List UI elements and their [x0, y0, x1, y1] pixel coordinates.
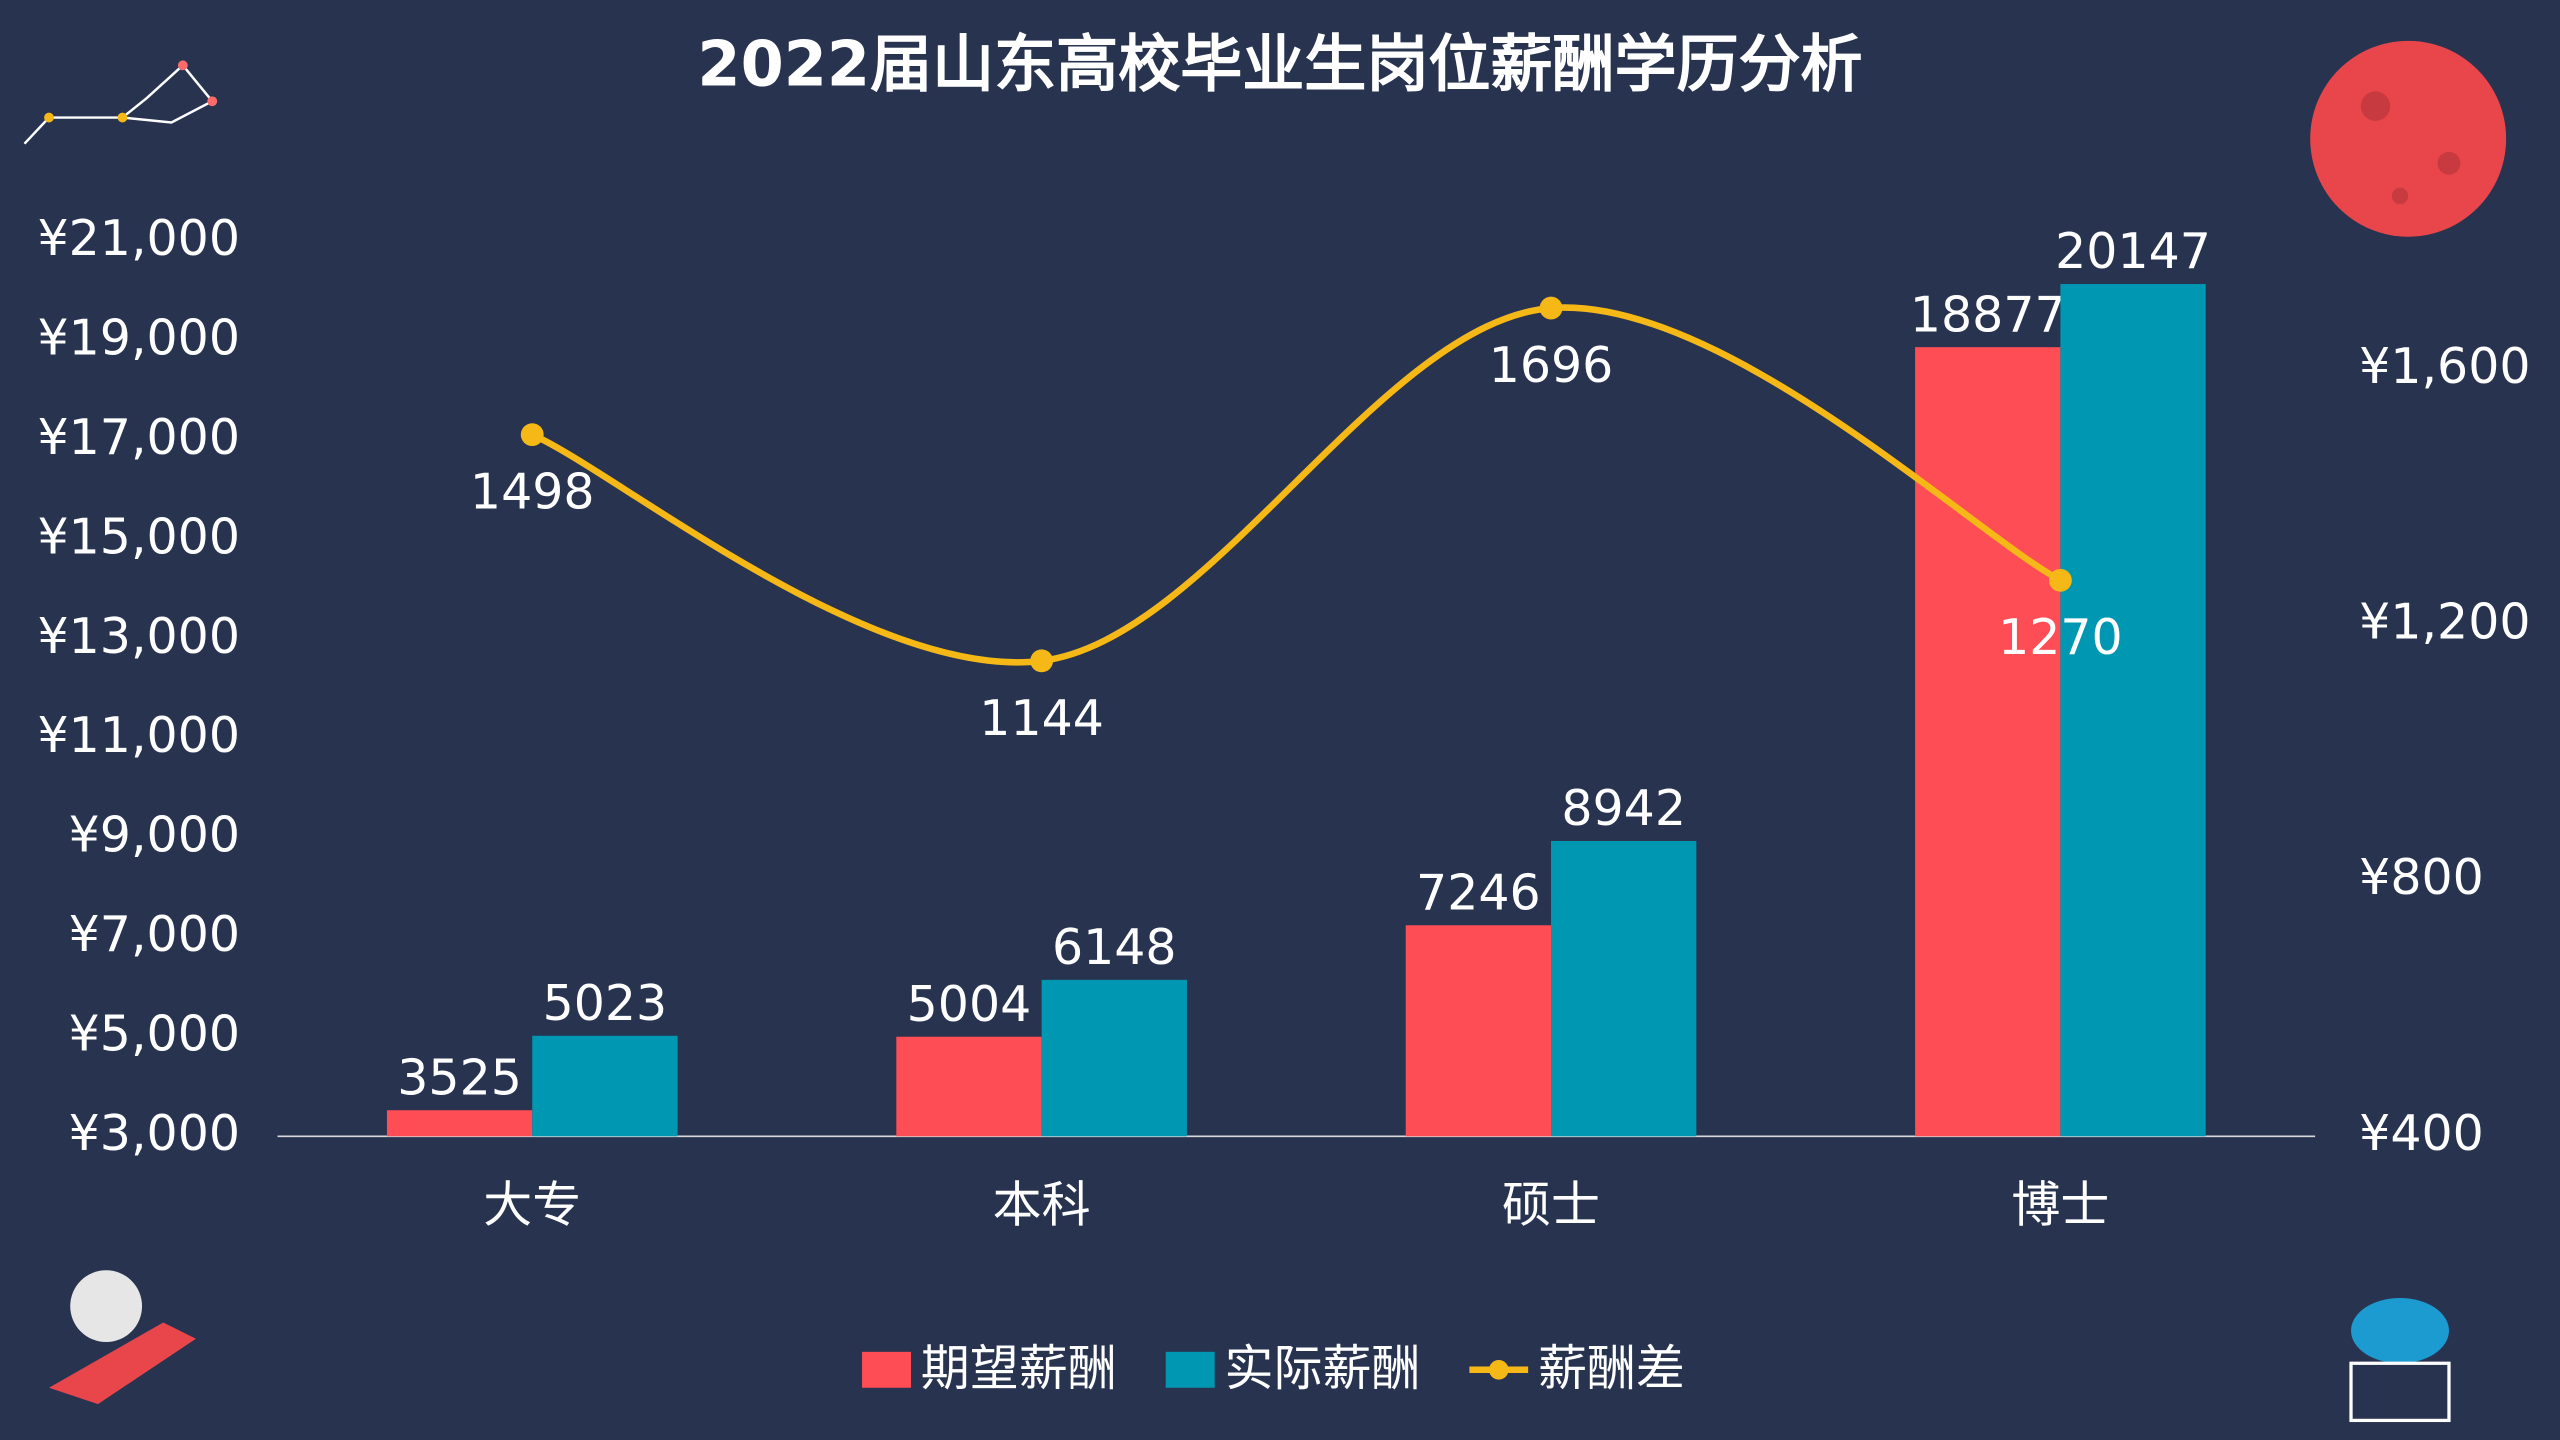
line-point [2048, 568, 2072, 592]
bar [1915, 347, 2061, 1137]
bar [532, 1035, 678, 1137]
y-tick-label: ¥13,000 [38, 608, 241, 665]
data-label: 3525 [397, 1049, 522, 1106]
line-point [1030, 649, 1054, 673]
data-label: 1270 [1998, 609, 2123, 666]
x-tick-label: 大专 [483, 1177, 581, 1234]
y-tick-label: ¥15,000 [38, 508, 241, 565]
data-label: 1498 [470, 464, 595, 521]
y-tick-label: ¥19,000 [38, 310, 241, 367]
y2-tick-label: ¥800 [2359, 849, 2484, 906]
x-tick-label: 硕士 [1502, 1177, 1600, 1234]
bar [896, 1036, 1042, 1137]
bar [1551, 840, 1697, 1137]
bar [386, 1110, 533, 1137]
line-point [1539, 296, 1563, 320]
x-tick-label: 本科 [993, 1177, 1091, 1234]
y-tick-label: ¥11,000 [38, 707, 241, 764]
x-tick-label: 博士 [2011, 1177, 2109, 1234]
y-tick-label: ¥21,000 [38, 210, 241, 267]
bar [1405, 925, 1552, 1137]
legend-swatch [1488, 1360, 1509, 1380]
data-label: 18877 [1910, 286, 2066, 343]
bar [1041, 979, 1187, 1137]
data-label: 6148 [1052, 919, 1177, 976]
data-label: 5004 [907, 976, 1032, 1033]
line-point [520, 423, 544, 447]
data-label: 1696 [1489, 337, 1614, 394]
y-tick-label: ¥17,000 [38, 409, 241, 466]
y-tick-label: ¥9,000 [69, 807, 240, 864]
decoration [23, 40, 2507, 1423]
y2-tick-label: ¥1,600 [2359, 338, 2530, 395]
data-label: 1144 [979, 690, 1104, 747]
legend-label: 期望薪酬 [921, 1340, 1117, 1397]
bar [2060, 284, 2206, 1137]
data-label: 20147 [2055, 223, 2211, 280]
y-tick-label: ¥7,000 [69, 906, 240, 963]
y2-tick-label: ¥400 [2359, 1105, 2484, 1162]
y-tick-label: ¥3,000 [69, 1105, 240, 1162]
legend-label: 实际薪酬 [1224, 1340, 1420, 1397]
y2-tick-label: ¥1,200 [2359, 594, 2530, 651]
chart-title: 2022届山东高校毕业生岗位薪酬学历分析 [697, 28, 1862, 101]
legend-swatch [1165, 1351, 1215, 1388]
y-tick-label: ¥5,000 [69, 1005, 240, 1062]
line [530, 304, 2062, 666]
legend-swatch [862, 1351, 912, 1388]
data-label: 7246 [1416, 864, 1541, 921]
data-label: 5023 [543, 975, 668, 1032]
legend-label: 薪酬差 [1538, 1340, 1685, 1397]
data-label: 8942 [1561, 780, 1686, 837]
